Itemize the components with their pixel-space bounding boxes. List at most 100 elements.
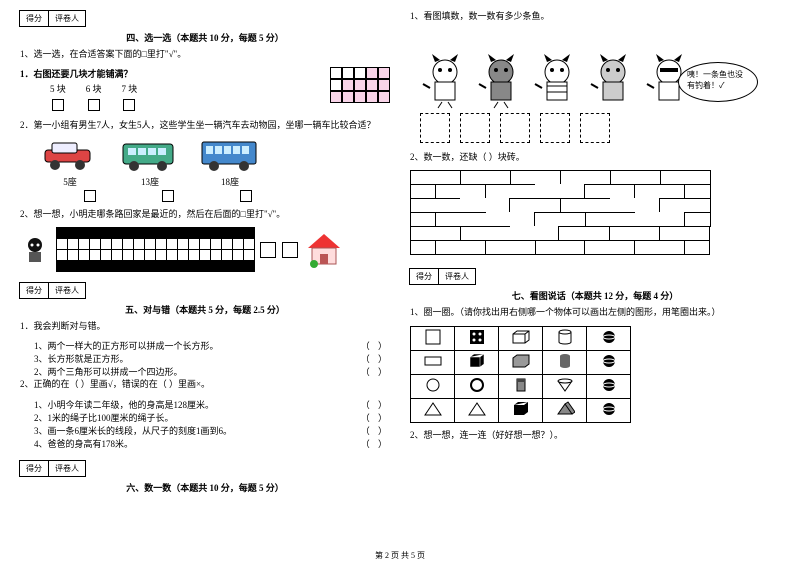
seat-18: 18座 (200, 175, 260, 188)
p5[interactable]: （ ） (361, 411, 390, 424)
circle-icon (423, 377, 443, 393)
opt-6: 6 块 (86, 84, 102, 94)
box-4[interactable] (540, 113, 570, 143)
seat-5: 5座 (40, 175, 100, 188)
score-box-4: 得分 评卷人 (20, 10, 390, 27)
bus-icon (200, 138, 260, 173)
s4-intro: 1、选一选，在合适答案下面的□里打"√"。 (20, 48, 390, 62)
cat-2-icon (476, 54, 526, 109)
r-q1: 1、看图填数，数一数有多少条鱼。 (410, 10, 780, 24)
veh-check-2[interactable] (162, 190, 174, 202)
answer-boxes (410, 113, 780, 143)
cat-1-icon (420, 54, 470, 109)
j5: 2、1米的绳子比100厘米的绳子长。 (34, 411, 174, 424)
ball-icon[interactable] (599, 353, 619, 369)
brick-wall (410, 170, 710, 254)
maze-row (20, 228, 390, 272)
j2: 3、长方形就是正方形。 (34, 352, 129, 365)
section-6-title: 六、数一数（本题共 10 分，每题 5 分） (20, 481, 390, 494)
sphere-icon[interactable] (599, 329, 619, 345)
vehicles: 5座 13座 18座 (20, 138, 390, 188)
s5-q2: 2、正确的在（ ）里画√，错误的在（ ）里画×。 (20, 378, 390, 392)
right-column: 1、看图填数，数一数有多少条鱼。 咦！一条鱼也没有钓着！✓ 2、数一数，还缺（ … (410, 10, 780, 498)
cuboid-icon[interactable] (511, 329, 531, 345)
checkbox-6[interactable] (88, 99, 100, 111)
veh-check-3[interactable] (240, 190, 252, 202)
circle-filled-icon[interactable] (467, 377, 487, 393)
shapes-table (410, 326, 631, 423)
sphere3-icon[interactable] (599, 401, 619, 417)
score-box-6: 得分 评卷人 (20, 460, 390, 477)
s4-q1-options: 5 块 6 块 7 块 (20, 83, 320, 111)
box-3[interactable] (500, 113, 530, 143)
maze-opt-1[interactable] (260, 242, 276, 258)
veh-check-1[interactable] (84, 190, 96, 202)
checkbox-5[interactable] (52, 99, 64, 111)
maze-grid (56, 228, 254, 272)
section-7-title: 七、看图说话（本题共 12 分，每题 4 分） (410, 289, 780, 302)
score-label-5: 得分 (19, 282, 49, 299)
score-box-7: 得分 评卷人 (410, 268, 780, 285)
score-label-6: 得分 (19, 460, 49, 477)
cat-3-icon (532, 54, 582, 109)
p4[interactable]: （ ） (361, 398, 390, 411)
checkbox-7[interactable] (123, 99, 135, 111)
s4-q1: 1．右图还要几块才能铺满？ (20, 68, 320, 82)
s5-q1: 1．我会判断对与错。 (20, 320, 390, 334)
grader-label-6: 评卷人 (48, 460, 86, 477)
car-icon (40, 138, 100, 173)
grader-label-5: 评卷人 (48, 282, 86, 299)
can-icon[interactable] (555, 353, 575, 369)
sphere2-icon[interactable] (599, 377, 619, 393)
cone-icon[interactable] (555, 377, 575, 393)
box-icon[interactable] (511, 353, 531, 369)
j1: 1、两个一样大的正方形可以拼成一个长方形。 (34, 339, 219, 352)
score-box-5: 得分 评卷人 (20, 282, 390, 299)
p6[interactable]: （ ） (361, 424, 390, 437)
score-label: 得分 (19, 10, 49, 27)
s4-q3: 2、想一想，小明走哪条路回家是最近的，然后在后面的□里打"√"。 (20, 208, 390, 222)
j4: 1、小明今年读二年级，他的身高是128厘米。 (34, 398, 214, 411)
prism-icon[interactable] (555, 401, 575, 417)
tile-grid (330, 68, 390, 104)
speech-bubble: 咦！一条鱼也没有钓着！✓ (678, 62, 758, 102)
triangle-icon (423, 401, 443, 417)
section-5-title: 五、对与错（本题共 5 分，每题 2.5 分） (20, 303, 390, 316)
seat-13: 13座 (120, 175, 180, 188)
page-footer: 第 2 页 共 5 页 (0, 550, 800, 561)
s7-q1: 1、圈一圈。（请你找出用右侧哪一个物体可以画出左侧的图形，用笔圈出来。） (410, 306, 780, 320)
maze-opt-2[interactable] (282, 242, 298, 258)
cat-4-icon (588, 54, 638, 109)
p2[interactable]: （ ） (361, 352, 390, 365)
j6: 3、画一条6厘米长的线段，从尺子的刻度1画到6。 (34, 424, 232, 437)
cylinder-icon[interactable] (555, 329, 575, 345)
j3: 2、两个三角形可以拼成一个四边形。 (34, 365, 183, 378)
cube2-icon[interactable] (511, 401, 531, 417)
grader-label-7: 评卷人 (438, 268, 476, 285)
cube-icon[interactable] (467, 353, 487, 369)
section-4-title: 四、选一选（本题共 10 分，每题 5 分） (20, 31, 390, 44)
maze-options (260, 242, 298, 258)
left-column: 得分 评卷人 四、选一选（本题共 10 分，每题 5 分） 1、选一选，在合适答… (20, 10, 390, 498)
s7-q2: 2、想一想，连一连（好好想一想？）。 (410, 429, 780, 443)
grader-label: 评卷人 (48, 10, 86, 27)
box-1[interactable] (420, 113, 450, 143)
dice-icon[interactable] (467, 329, 487, 345)
p3[interactable]: （ ） (361, 365, 390, 378)
square-icon (423, 329, 443, 345)
boy-icon (20, 235, 50, 265)
s4-q2: 2．第一小组有男生7人，女生5人，这些学生坐一辆汽车去动物园，坐哪一辆车比较合适… (20, 119, 390, 133)
j7: 4、爸爸的身高有178米。 (34, 437, 133, 450)
jar-icon[interactable] (511, 377, 531, 393)
house-icon (304, 230, 344, 270)
rect-icon (423, 353, 443, 369)
box-2[interactable] (460, 113, 490, 143)
tri2-icon[interactable] (467, 401, 487, 417)
box-5[interactable] (580, 113, 610, 143)
opt-5: 5 块 (50, 84, 66, 94)
p1[interactable]: （ ） (361, 339, 390, 352)
p7[interactable]: （ ） (361, 437, 390, 450)
r-q2: 2、数一数，还缺（ ）块砖。 (410, 151, 780, 165)
score-label-7: 得分 (409, 268, 439, 285)
minibus-icon (120, 138, 180, 173)
